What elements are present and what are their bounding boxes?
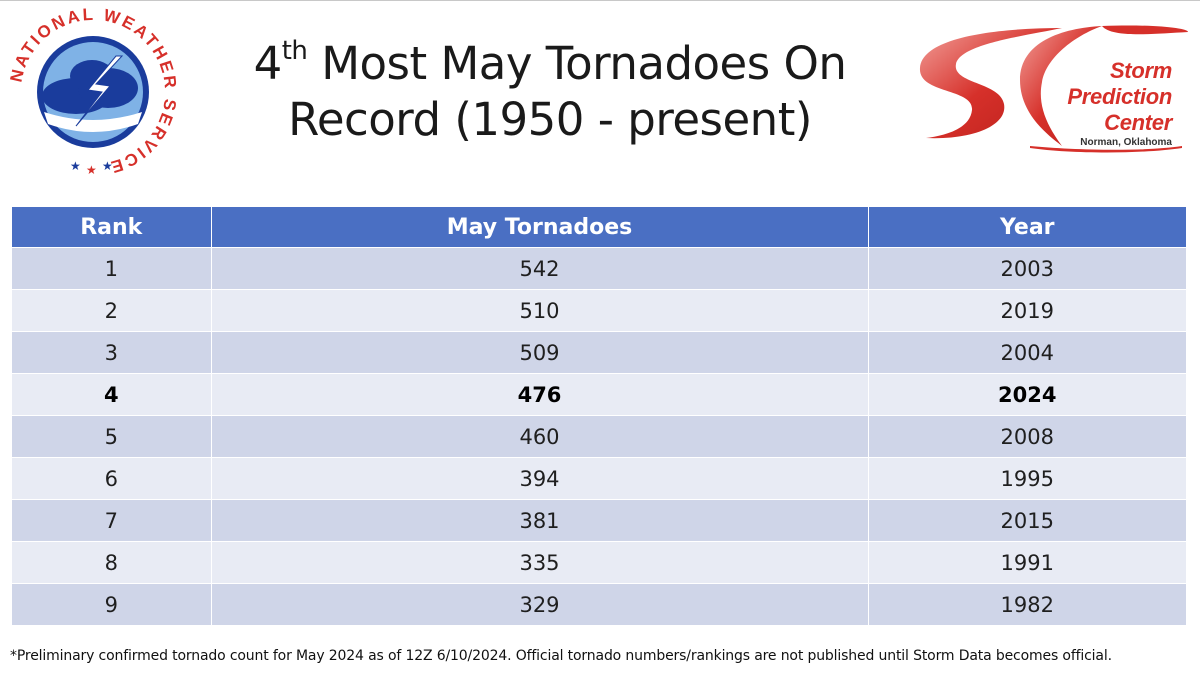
spc-line-1: Storm [1109, 58, 1172, 83]
spc-line-3: Center [1104, 110, 1172, 135]
svg-text:★: ★ [86, 163, 97, 177]
cell-count: 460 [211, 415, 869, 458]
cell-year: 2015 [868, 499, 1186, 542]
cell-count: 510 [211, 289, 869, 332]
rankings-table: Rank May Tornadoes Year 1 542 2003 2 510… [12, 207, 1186, 626]
cell-year: 1995 [868, 457, 1186, 500]
table-row: 2 510 2019 [12, 289, 1186, 332]
cell-rank: 8 [12, 541, 212, 584]
cell-year: 2004 [868, 331, 1186, 374]
table-row: 9 329 1982 [12, 583, 1186, 626]
spc-swoosh-icon [919, 25, 1188, 153]
cell-count: 329 [211, 583, 869, 626]
table-row: 5 460 2008 [12, 415, 1186, 458]
spc-location: Norman, Oklahoma [1080, 137, 1172, 148]
header-may-tornadoes: May Tornadoes [211, 207, 869, 248]
cell-year: 2003 [868, 247, 1186, 290]
cell-year: 1982 [868, 583, 1186, 626]
cell-year: 2019 [868, 289, 1186, 332]
cell-count: 476 [211, 373, 869, 416]
nws-logo: NATIONAL WEATHER SERVICE ★ ★ ★ [7, 5, 178, 177]
footnote: *Preliminary confirmed tornado count for… [10, 648, 1112, 664]
rankings-table-wrap: Rank May Tornadoes Year 1 542 2003 2 510… [12, 207, 1186, 626]
svg-text:★: ★ [70, 159, 81, 173]
header-year: Year [868, 207, 1186, 248]
cell-count: 509 [211, 331, 869, 374]
svg-text:★: ★ [102, 159, 113, 173]
title-line-1: 4th Most May Tornadoes On [190, 36, 910, 92]
cell-count: 381 [211, 499, 869, 542]
cell-count: 335 [211, 541, 869, 584]
table-row: 3 509 2004 [12, 331, 1186, 374]
spc-wordmark: Storm Prediction Center Norman, Oklahoma [1067, 58, 1172, 149]
table-header-row: Rank May Tornadoes Year [12, 207, 1186, 248]
cell-rank: 9 [12, 583, 212, 626]
cell-rank: 6 [12, 457, 212, 500]
table-row: 7 381 2015 [12, 499, 1186, 542]
cell-year: 1991 [868, 541, 1186, 584]
cell-rank: 3 [12, 331, 212, 374]
cell-rank: 1 [12, 247, 212, 290]
title-superscript: th [281, 36, 308, 66]
spc-logo: Storm Prediction Center Norman, Oklahoma [912, 18, 1188, 156]
cell-count: 542 [211, 247, 869, 290]
table-row: 8 335 1991 [12, 541, 1186, 584]
cell-year: 2008 [868, 415, 1186, 458]
title-number: 4 [253, 37, 283, 90]
table-row-highlighted: 4 476 2024 [12, 373, 1186, 416]
title-line-1-rest: Most May Tornadoes On [307, 37, 847, 90]
table-row: 6 394 1995 [12, 457, 1186, 500]
page-title: 4th Most May Tornadoes On Record (1950 -… [190, 36, 910, 148]
cell-rank: 7 [12, 499, 212, 542]
cell-rank: 2 [12, 289, 212, 332]
title-line-2: Record (1950 - present) [288, 93, 812, 146]
table-row: 1 542 2003 [12, 247, 1186, 290]
cell-count: 394 [211, 457, 869, 500]
top-rule [0, 0, 1200, 1]
spc-line-2: Prediction [1067, 84, 1172, 109]
cell-year: 2024 [868, 373, 1186, 416]
cell-rank: 4 [12, 373, 212, 416]
cell-rank: 5 [12, 415, 212, 458]
header-rank: Rank [12, 207, 212, 248]
